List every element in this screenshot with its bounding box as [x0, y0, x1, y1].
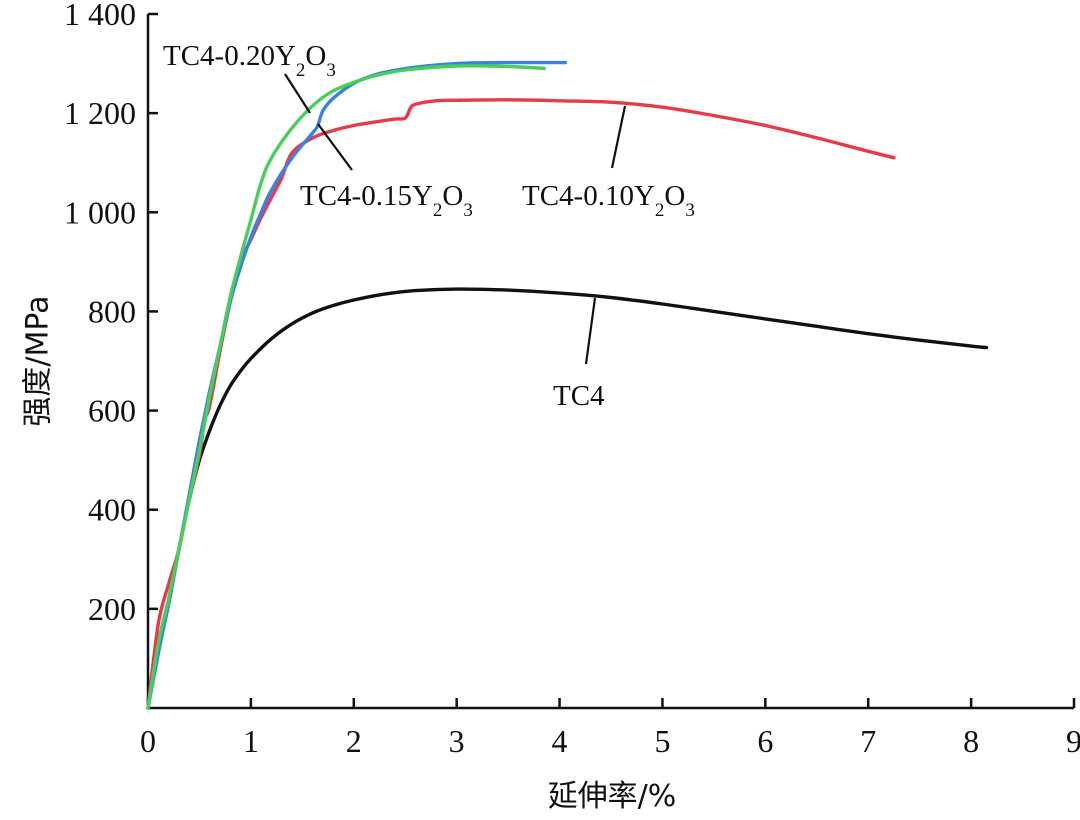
- y-tick-label: 1 000: [64, 194, 136, 230]
- series-label-tc4-020: TC4-0.20Y2O3: [163, 40, 336, 81]
- series-label-group-tc4: TC4: [553, 297, 605, 412]
- y-tick-label: 600: [88, 393, 136, 429]
- y-tick-label: 1 200: [64, 95, 136, 131]
- x-tick-label: 8: [963, 723, 979, 759]
- x-tick-label: 4: [552, 723, 568, 759]
- series-label-group-tc4-010: TC4-0.10Y2O3: [522, 105, 695, 221]
- series-label-tc4-015: TC4-0.15Y2O3: [300, 180, 473, 221]
- leader-line-tc4-015: [317, 123, 353, 171]
- leader-line-tc4-010: [610, 105, 627, 169]
- x-tick-label: 6: [757, 723, 773, 759]
- x-tick-label: 1: [243, 723, 259, 759]
- x-tick-label: 9: [1066, 723, 1080, 759]
- x-tick-label: 7: [860, 723, 876, 759]
- y-axis-ticks: 200 400 600 800 1 000 1 200 1 400: [64, 0, 158, 627]
- series-line-tc4-020y2o3: [146, 64, 546, 710]
- series-label-group-tc4-020: TC4-0.20Y2O3: [163, 40, 336, 114]
- y-tick-label: 400: [88, 492, 136, 528]
- y-axis-title: 强度/MPa: [21, 295, 56, 426]
- series-line-tc4: [146, 287, 989, 710]
- y-tick-label: 800: [88, 293, 136, 329]
- series-label-group-tc4-015: TC4-0.15Y2O3: [300, 123, 473, 221]
- y-tick-label: 200: [88, 591, 136, 627]
- x-axis-ticks: 0 1 2 3 4 5 6 7 8 9: [140, 698, 1080, 759]
- y-tick-label: 1 400: [64, 0, 136, 32]
- series-label-tc4-010: TC4-0.10Y2O3: [522, 180, 695, 221]
- series-label-tc4: TC4: [553, 380, 605, 412]
- series-lines: [146, 60, 989, 710]
- x-tick-label: 3: [449, 723, 465, 759]
- x-axis-title: 延伸率/%: [548, 779, 677, 814]
- plot-area: 0 1 2 3 4 5 6 7 8 9 200 400 600 800 1 000 1 200 1 400 T…: [21, 0, 1080, 814]
- x-tick-label: 0: [140, 723, 156, 759]
- leader-line-tc4: [584, 297, 597, 365]
- leader-line-tc4-020: [284, 73, 311, 114]
- x-tick-label: 2: [346, 723, 362, 759]
- x-tick-label: 5: [654, 723, 670, 759]
